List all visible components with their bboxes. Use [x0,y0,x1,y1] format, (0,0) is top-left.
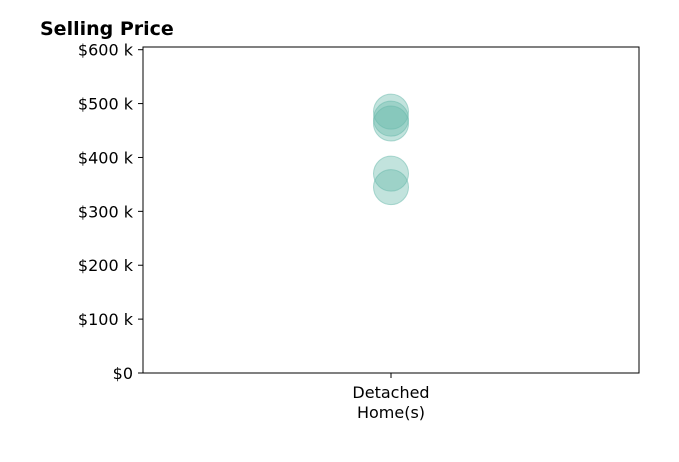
plot-frame [142,46,640,374]
x-tick-label: Detached Home(s) [352,383,429,422]
y-tick-label: $100 k [78,310,134,329]
data-point [373,105,409,142]
chart-title: Selling Price [40,18,174,40]
data-point [373,155,409,192]
y-tick-label: $500 k [78,95,134,114]
x-axis: Detached Home(s) [352,373,430,422]
data-point [373,169,409,206]
y-axis: $0 $100 k $200 k $300 k $400 k $500 k $600 k [78,41,143,383]
y-tick-label: $300 k [78,202,134,221]
y-tick-label: $0 [113,364,133,383]
y-tick-label: $200 k [78,256,134,275]
y-tick-label: $600 k [78,41,134,60]
data-points [373,93,409,206]
data-point [373,100,409,137]
data-point [373,93,409,130]
y-tick-label: $400 k [78,148,134,167]
